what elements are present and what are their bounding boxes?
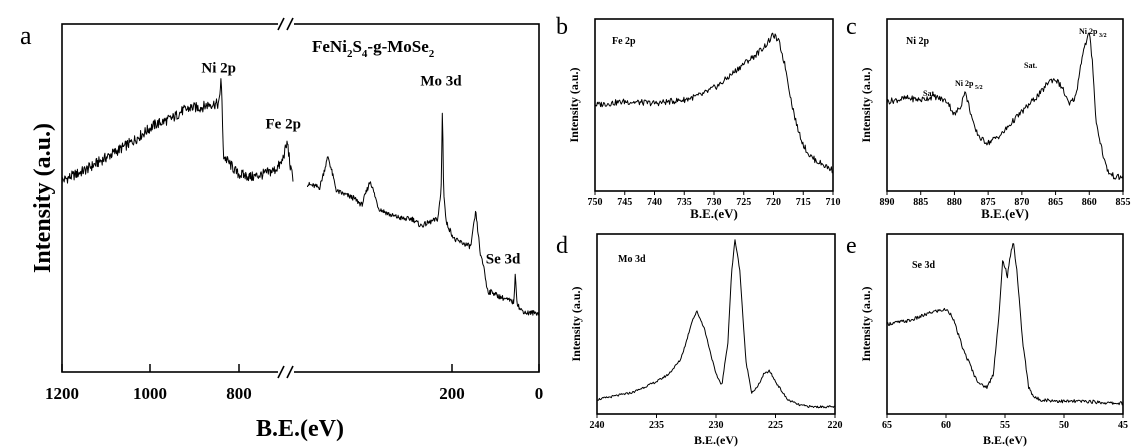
peak-label: Ni 2p bbox=[201, 61, 236, 77]
panel-c-ni2p-trace bbox=[886, 32, 1124, 180]
tick-label: 855 bbox=[1116, 197, 1131, 208]
axis-break-slash bbox=[277, 365, 285, 379]
tick-label: 750 bbox=[588, 197, 603, 208]
tick-label: 885 bbox=[913, 197, 928, 208]
peak-label: Fe 2p bbox=[266, 116, 301, 132]
peak-label: Mo 3d bbox=[420, 74, 462, 90]
panel-a-compound-label: FeNi2S4-g-MoSe2 bbox=[312, 37, 435, 60]
axis-break-slash bbox=[277, 17, 285, 31]
tick-label: 800 bbox=[226, 384, 252, 403]
axis-break-slash bbox=[286, 17, 294, 31]
tick-label: 1200 bbox=[45, 384, 79, 403]
panel-a-peak-labels: Ni 2p Fe 2p Mo 3d Se 3d bbox=[201, 61, 521, 268]
panel-d-mo3d-trace bbox=[596, 239, 836, 409]
tick-label: 715 bbox=[796, 197, 811, 208]
peak-label-sat-right: Sat. bbox=[1024, 61, 1037, 70]
panel-c-xticks: 890 885 880 875 870 865 860 855 bbox=[880, 191, 1131, 208]
panel-a-survey-trace bbox=[61, 78, 540, 316]
panel-e-ylabel: Intensity (a.u.) bbox=[859, 286, 873, 361]
panel-c: c Ni 2p Intensity (a.u.) B.E.(eV) 890 885… bbox=[846, 14, 1131, 221]
tick-label: 725 bbox=[736, 197, 751, 208]
panel-b-title: Fe 2p bbox=[612, 36, 636, 47]
panel-c-frame bbox=[886, 18, 1124, 192]
tick-label: 1000 bbox=[133, 384, 167, 403]
tick-label: 200 bbox=[439, 384, 465, 403]
tick-label: 875 bbox=[981, 197, 996, 208]
tick-label: 870 bbox=[1014, 197, 1029, 208]
panel-d: d Mo 3d Intensity (a.u.) B.E.(eV) 240 235… bbox=[556, 233, 843, 447]
panel-c-title: Ni 2p bbox=[906, 36, 930, 47]
panel-e-title: Se 3d bbox=[912, 260, 936, 271]
panel-e-xticks: 65 60 55 50 45 bbox=[882, 414, 1128, 431]
tick-label: 0 bbox=[535, 384, 544, 403]
tick-label: 865 bbox=[1048, 197, 1063, 208]
tick-label: 225 bbox=[768, 420, 783, 431]
panel-c-xlabel: B.E.(eV) bbox=[981, 206, 1029, 221]
panel-d-ylabel: Intensity (a.u.) bbox=[569, 286, 583, 361]
panel-b-xticks: 750 745 740 735 730 725 720 715 710 bbox=[588, 191, 841, 208]
panel-letter-d: d bbox=[556, 233, 568, 259]
panel-e-xlabel: B.E.(eV) bbox=[983, 433, 1027, 447]
tick-label: 235 bbox=[649, 420, 664, 431]
tick-label: 860 bbox=[1082, 197, 1097, 208]
tick-label: 60 bbox=[941, 420, 951, 431]
tick-label: 735 bbox=[677, 197, 692, 208]
peak-label-ni2p32: Ni 2p 3/2 bbox=[1079, 27, 1107, 39]
tick-label: 745 bbox=[617, 197, 632, 208]
panel-a-ylabel: Intensity (a.u.) bbox=[30, 123, 56, 273]
peak-label: Se 3d bbox=[486, 252, 521, 268]
panel-d-xlabel: B.E.(eV) bbox=[694, 433, 738, 447]
tick-label: 45 bbox=[1118, 420, 1128, 431]
panel-a-xticks: 1200 1000 800 200 0 bbox=[45, 364, 543, 403]
tick-label: 230 bbox=[709, 420, 724, 431]
panel-letter-a: a bbox=[20, 21, 32, 50]
panel-a: a Intensity (a.u.) B.E.(eV) 1200 1000 80… bbox=[20, 17, 543, 442]
panel-a-frame bbox=[61, 23, 540, 373]
panel-b-ylabel: Intensity (a.u.) bbox=[567, 67, 581, 142]
panel-b-fe2p-trace bbox=[594, 32, 834, 174]
panel-c-ylabel: Intensity (a.u.) bbox=[859, 67, 873, 142]
tick-label: 730 bbox=[707, 197, 722, 208]
panel-b: b Fe 2p Intensity (a.u.) B.E.(eV) 750 745… bbox=[556, 14, 841, 221]
tick-label: 65 bbox=[882, 420, 892, 431]
peak-label-ni2p52: Ni 2p 5/2 bbox=[955, 79, 983, 91]
tick-label: 50 bbox=[1059, 420, 1069, 431]
tick-label: 890 bbox=[880, 197, 895, 208]
panel-letter-e: e bbox=[846, 233, 857, 259]
tick-label: 710 bbox=[826, 197, 841, 208]
panel-letter-b: b bbox=[556, 14, 568, 40]
tick-label: 880 bbox=[947, 197, 962, 208]
tick-label: 240 bbox=[590, 420, 605, 431]
peak-label-sat-left: Sat. bbox=[923, 89, 936, 98]
panel-b-xlabel: B.E.(eV) bbox=[690, 206, 738, 221]
tick-label: 720 bbox=[766, 197, 781, 208]
panel-d-xticks: 240 235 230 225 220 bbox=[590, 414, 843, 431]
panel-e-se3d-trace bbox=[886, 243, 1124, 406]
axis-break-slash bbox=[286, 365, 294, 379]
panel-d-title: Mo 3d bbox=[618, 254, 646, 265]
tick-label: 740 bbox=[647, 197, 662, 208]
tick-label: 55 bbox=[1000, 420, 1010, 431]
axis-break-marks bbox=[277, 17, 294, 379]
panel-e: e Se 3d Intensity (a.u.) B.E.(eV) 65 60 55… bbox=[846, 233, 1128, 447]
tick-label: 220 bbox=[828, 420, 843, 431]
panel-letter-c: c bbox=[846, 14, 857, 40]
panel-a-xlabel: B.E.(eV) bbox=[256, 416, 344, 442]
